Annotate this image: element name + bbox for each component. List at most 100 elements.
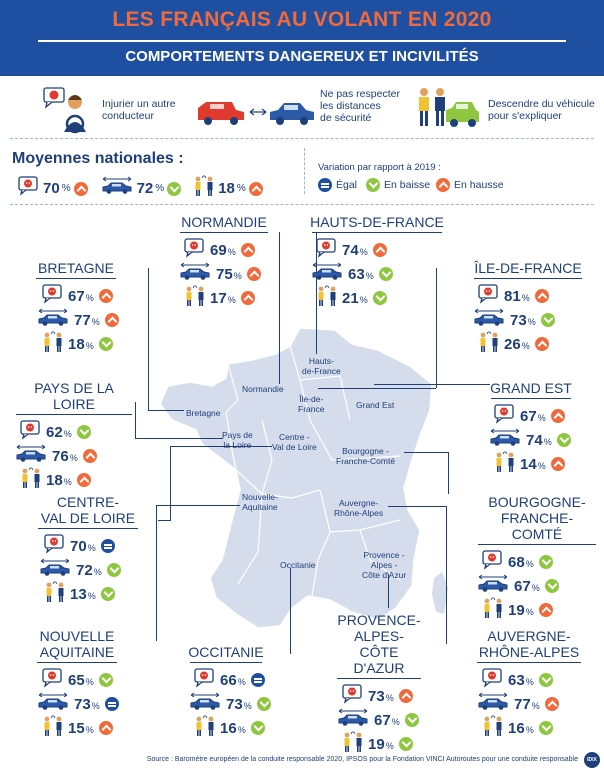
up-icon — [104, 313, 119, 327]
up-icon — [538, 603, 553, 617]
connector-occ — [290, 568, 291, 654]
map-label-hdf: Hauts- de-France — [302, 356, 341, 376]
insult-face-icon — [194, 667, 216, 693]
equal-icon — [104, 697, 119, 711]
region-stat-row: 66% — [188, 667, 265, 693]
page-subtitle: COMPORTEMENTS DANGEREUX ET INCIVILITÉS — [125, 48, 479, 65]
behavior-exit-label: Descendre du véhicule pour s'expliquer — [488, 98, 595, 122]
region-underline — [312, 232, 442, 233]
percent-sign: % — [527, 316, 536, 327]
percent-sign: % — [87, 590, 96, 601]
equal-icon — [318, 178, 332, 192]
region-value: 81 — [504, 287, 521, 305]
exit-vehicle-icon — [414, 84, 480, 135]
region-underline — [37, 662, 117, 663]
down-icon — [540, 313, 555, 327]
national-title: Moyennes nationales : — [12, 150, 184, 167]
up-icon — [436, 178, 450, 192]
region-stat-row: 18% — [36, 330, 116, 358]
up-icon — [534, 337, 549, 351]
region-stat-row: 73% — [336, 683, 422, 708]
percent-sign: % — [85, 724, 94, 735]
region-value: 73 — [74, 695, 91, 713]
percent-sign: % — [525, 606, 534, 617]
connector-bretagne-h — [148, 410, 184, 411]
national-averages: 70% 72% 18% — [18, 175, 275, 202]
region-block: CENTRE- VAL DE LOIRE 70% 72% 13% — [38, 494, 138, 606]
legend-equal: Égal — [318, 178, 357, 192]
people-arguing-icon — [42, 330, 64, 358]
percent-sign: % — [525, 676, 534, 687]
percent-sign: % — [237, 724, 246, 735]
region-name: GRAND EST — [490, 380, 572, 396]
national-average-item: 72% — [100, 176, 182, 201]
region-block: ÎLE-DE-FRANCE 81% 73% 26% — [472, 260, 584, 356]
insult-face-icon — [316, 237, 338, 263]
region-value: 70 — [70, 537, 87, 555]
region-value: 19 — [508, 601, 525, 619]
legend-title: Variation par rapport à 2019 : — [318, 162, 441, 173]
region-stat-row: 81% — [472, 283, 584, 308]
connector-pdl — [135, 402, 136, 438]
region-stat-row: 65% — [36, 667, 118, 693]
insult-face-icon — [42, 283, 64, 309]
insult-face-icon — [44, 533, 66, 559]
map-label-ara: Auvergne- Rhône-Alpes — [334, 498, 384, 518]
percent-sign: % — [69, 452, 78, 463]
people-arguing-icon — [342, 730, 364, 758]
region-block: NOUVELLE AQUITAINE 65% 73% 15% — [36, 628, 119, 740]
map-label-cvl: Centre - Val de Loire — [272, 432, 317, 452]
percent-sign: % — [385, 740, 394, 751]
cars-distance-icon — [100, 176, 134, 201]
region-name: CENTRE- VAL DE LOIRE — [40, 494, 136, 526]
region-underline — [478, 544, 596, 545]
insult-face-icon — [42, 667, 64, 693]
region-name: NOUVELLE AQUITAINE — [39, 628, 115, 660]
region-name: AUVERGNE- RHÔNE-ALPES — [478, 628, 580, 660]
map-label-normandie: Normandie — [242, 384, 284, 394]
map-label-na: Nouvelle- Aquitaine — [242, 492, 278, 512]
national-average-item: 18% — [193, 175, 263, 202]
region-value: 15 — [68, 719, 85, 737]
down-icon — [76, 425, 91, 439]
people-arguing-icon — [184, 284, 206, 312]
region-value: 69 — [210, 241, 227, 259]
legend-up: En hausse — [436, 178, 504, 192]
region-value: 73 — [226, 695, 243, 713]
legend-down-label: En baisse — [384, 179, 431, 191]
region-value: 67 — [374, 711, 391, 729]
connector-ara-v — [446, 506, 447, 644]
header-divider — [38, 40, 566, 42]
percent-sign: % — [155, 183, 165, 194]
legend-equal-label: Égal — [336, 179, 358, 191]
down-icon — [556, 433, 571, 447]
down-icon — [538, 721, 553, 735]
map-label-bretagne: Bretagne — [186, 408, 221, 418]
people-arguing-icon — [193, 175, 215, 202]
percent-sign: % — [237, 676, 246, 687]
connector-normandie — [279, 232, 280, 384]
region-stat-row: 13% — [38, 580, 138, 606]
region-stat-row: 63% — [476, 667, 582, 692]
region-stat-row: 75% — [178, 262, 270, 286]
region-stat-row: 73% — [188, 692, 271, 716]
region-value: 17 — [210, 289, 227, 307]
connector-paca — [388, 574, 389, 608]
region-name: PAYS DE LA LOIRE — [34, 380, 114, 412]
region-name: BRETAGNE — [38, 260, 114, 276]
connector-bfc — [404, 452, 448, 453]
cars-distance-icon — [38, 558, 72, 583]
percent-sign: % — [365, 270, 374, 281]
behavior-insult-label: Injurier un autre conducteur — [102, 98, 176, 122]
map-label-paca: Provence - Alpes - Côte d'Azur — [362, 550, 407, 580]
cars-distance-icon — [476, 692, 510, 717]
region-value: 65 — [68, 671, 85, 689]
down-icon — [106, 563, 121, 577]
down-icon — [378, 267, 393, 281]
region-stat-row: 67% — [476, 574, 598, 598]
connector-bretagne — [148, 268, 149, 410]
region-underline — [16, 414, 132, 415]
up-icon — [82, 449, 97, 463]
region-underline — [38, 528, 138, 529]
down-icon — [98, 337, 113, 351]
